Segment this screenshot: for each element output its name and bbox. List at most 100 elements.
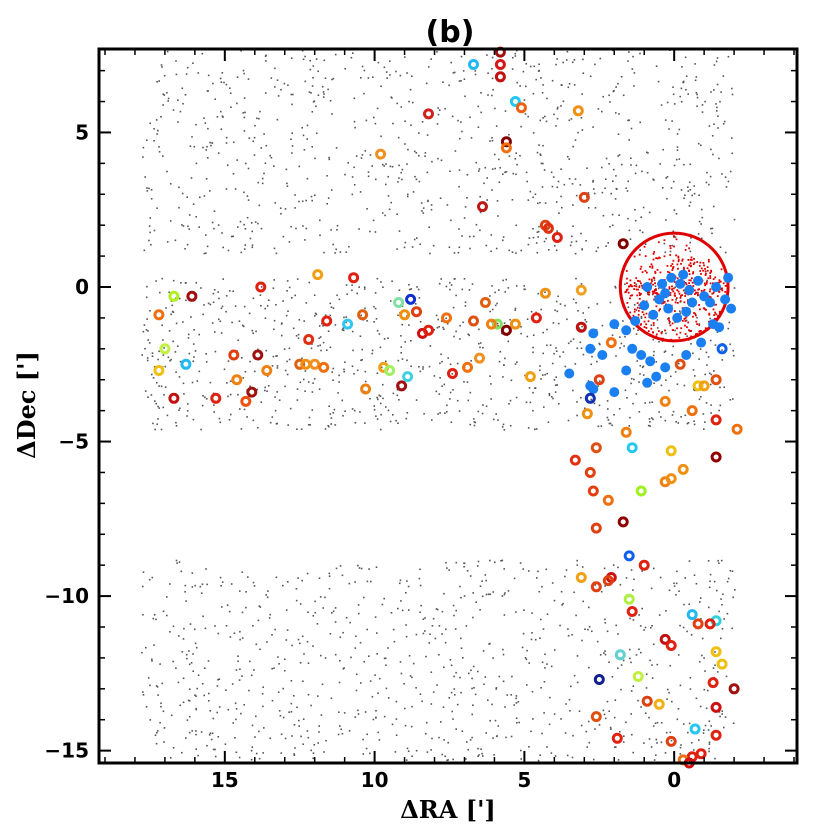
field-source-point	[529, 401, 532, 404]
field-source-point	[341, 329, 344, 331]
core-member-point	[655, 288, 657, 290]
ring-member-point	[423, 108, 434, 120]
field-source-point	[495, 688, 497, 690]
field-source-point	[164, 365, 167, 368]
field-source-point	[494, 167, 496, 170]
field-source-point	[712, 205, 715, 208]
field-source-point	[314, 157, 316, 160]
field-source-point	[565, 569, 568, 571]
field-source-point	[410, 124, 412, 126]
field-source-point	[239, 668, 241, 670]
field-source-point	[204, 667, 206, 669]
field-source-point	[150, 189, 153, 191]
field-source-point	[502, 680, 505, 683]
field-source-point	[440, 159, 443, 162]
core-member-point	[681, 258, 684, 261]
field-source-point	[571, 235, 573, 238]
field-source-point	[641, 607, 643, 610]
field-source-point	[609, 726, 612, 729]
core-member-point	[688, 282, 690, 284]
field-source-point	[406, 747, 409, 750]
field-source-point	[273, 165, 275, 167]
field-source-point	[548, 723, 551, 726]
field-source-point	[425, 732, 427, 735]
field-source-point	[575, 277, 577, 280]
field-source-point	[582, 58, 584, 61]
field-source-point	[290, 680, 293, 682]
field-source-point	[503, 364, 505, 366]
field-source-point	[209, 710, 212, 712]
field-source-point	[615, 112, 617, 114]
field-source-point	[435, 608, 438, 610]
field-source-point	[293, 753, 295, 755]
field-source-point	[672, 86, 674, 88]
field-source-point	[399, 74, 402, 77]
field-source-point	[245, 591, 247, 593]
field-source-point	[182, 382, 185, 385]
field-source-point	[698, 398, 701, 401]
field-source-point	[672, 230, 675, 232]
field-source-point	[194, 350, 197, 352]
field-source-point	[312, 65, 315, 67]
field-source-point	[559, 303, 562, 305]
field-source-point	[510, 694, 512, 696]
field-source-point	[515, 697, 517, 700]
core-member-point	[702, 269, 704, 272]
field-source-point	[226, 382, 228, 384]
field-source-point	[285, 168, 288, 171]
field-source-point	[372, 76, 374, 78]
field-source-point	[404, 143, 406, 145]
field-source-point	[660, 104, 663, 106]
core-member-point	[698, 288, 700, 291]
field-source-point	[572, 389, 574, 392]
field-source-point	[322, 96, 325, 98]
ring-member-point	[468, 315, 479, 327]
field-source-point	[660, 722, 663, 724]
field-source-point	[485, 593, 488, 596]
field-source-point	[504, 291, 506, 293]
field-source-point	[283, 348, 286, 350]
field-source-point	[304, 55, 306, 58]
field-source-point	[330, 306, 333, 308]
field-source-point	[536, 231, 539, 233]
ring-member-point	[423, 324, 434, 336]
field-source-point	[213, 210, 216, 212]
field-source-point	[328, 575, 331, 577]
field-source-point	[294, 747, 296, 749]
field-source-point	[507, 340, 510, 343]
field-source-point	[377, 731, 379, 734]
field-source-point	[568, 178, 571, 180]
core-member-point	[709, 290, 711, 293]
field-source-point	[407, 148, 409, 151]
field-source-point	[491, 139, 494, 142]
field-source-point	[639, 52, 641, 55]
field-source-point	[535, 428, 538, 430]
field-source-point	[701, 111, 704, 113]
field-source-point	[182, 638, 185, 640]
field-source-point	[665, 177, 667, 179]
field-source-point	[532, 351, 534, 354]
field-source-point	[675, 582, 678, 585]
field-source-point	[364, 370, 367, 373]
field-source-point	[217, 678, 219, 681]
field-source-point	[465, 625, 468, 627]
field-source-point	[367, 175, 370, 178]
blue-member-point	[711, 282, 722, 292]
field-source-point	[597, 246, 599, 249]
field-source-point	[151, 355, 154, 357]
field-source-point	[240, 712, 242, 715]
field-source-point	[377, 398, 379, 401]
field-source-point	[341, 732, 344, 735]
field-source-point	[603, 713, 606, 716]
field-source-point	[234, 188, 237, 190]
field-source-point	[469, 575, 472, 577]
field-source-point	[193, 329, 195, 331]
field-source-point	[470, 669, 472, 672]
field-source-point	[311, 111, 314, 113]
field-source-point	[502, 236, 505, 238]
field-source-point	[572, 225, 574, 227]
field-source-point	[311, 146, 313, 148]
field-source-point	[447, 759, 449, 761]
field-source-point	[582, 600, 584, 603]
field-source-point	[565, 59, 568, 61]
